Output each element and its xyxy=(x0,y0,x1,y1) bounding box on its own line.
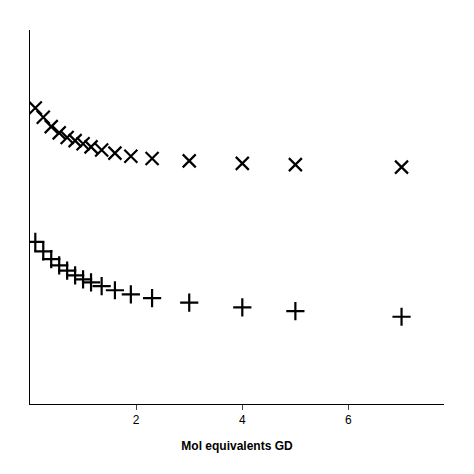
svg-text:6: 6 xyxy=(345,413,352,427)
svg-text:2: 2 xyxy=(133,413,140,427)
svg-text:Mol equivalents GD: Mol equivalents GD xyxy=(181,439,293,453)
svg-text:4: 4 xyxy=(239,413,246,427)
